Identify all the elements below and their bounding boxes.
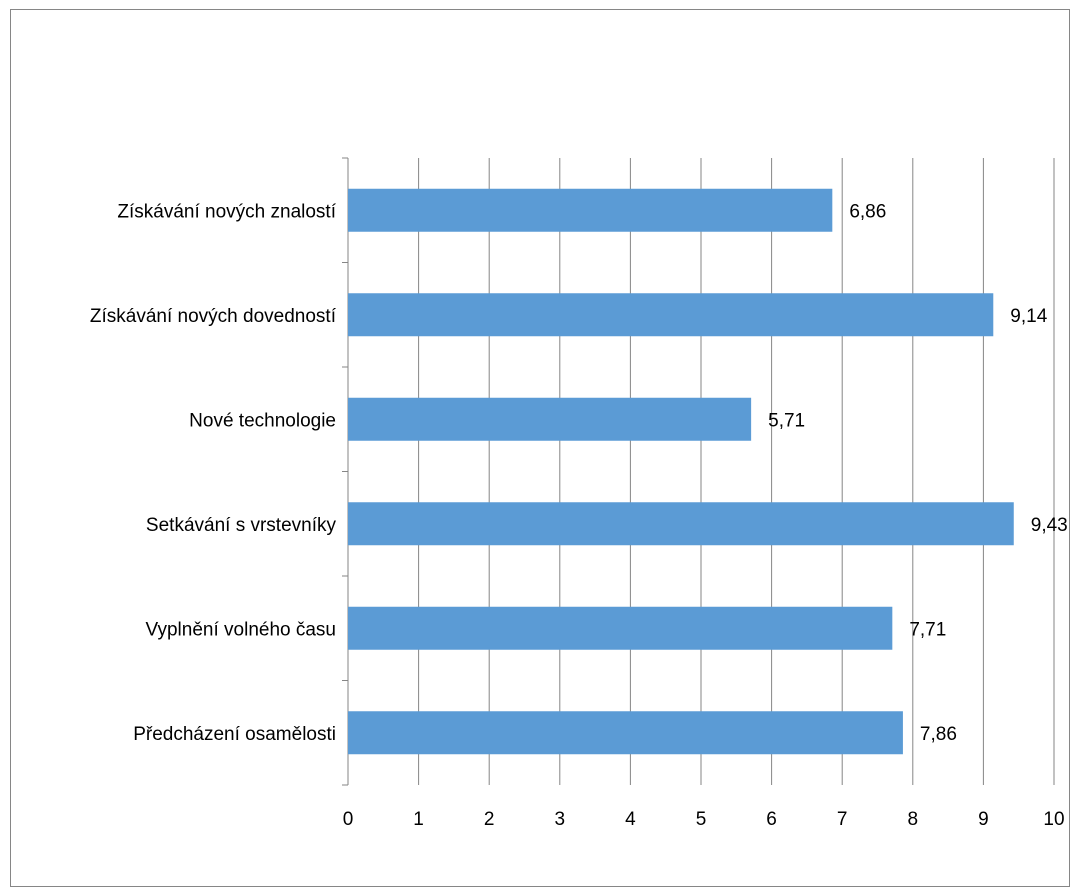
x-tick-label: 8: [908, 809, 919, 830]
category-label: Předcházení osamělosti: [133, 724, 336, 745]
bar: [348, 188, 833, 232]
category-label: Nové technologie: [189, 410, 336, 431]
category-labels: Získávání nových znalostí Získávání novýc…: [90, 201, 337, 745]
x-tick-label: 3: [555, 809, 566, 830]
category-label: Získávání nových dovedností: [90, 306, 337, 327]
x-tick-label: 0: [343, 809, 354, 830]
x-tick-label: 5: [696, 809, 707, 830]
x-tick-label: 1: [413, 809, 424, 830]
data-labels: 6,86 9,14 5,71 9,43 7,71 7,86: [768, 201, 1068, 745]
data-label: 7,86: [920, 724, 957, 745]
data-label: 9,14: [1010, 306, 1047, 327]
bars: [348, 188, 1014, 755]
category-label: Vyplnění volného času: [146, 619, 336, 640]
bar: [348, 606, 893, 650]
data-label: 6,86: [849, 201, 886, 222]
category-label: Setkávání s vrstevníky: [146, 515, 337, 536]
category-label: Získávání nových znalostí: [117, 201, 336, 222]
gridlines: [342, 157, 1055, 786]
x-tick-label: 2: [484, 809, 495, 830]
data-label: 9,43: [1031, 515, 1068, 536]
x-tick-label: 6: [766, 809, 777, 830]
bar: [348, 293, 994, 337]
bar: [348, 397, 752, 441]
x-tick-labels: 0 1 2 3 4 5 6 7 8 9 10: [343, 809, 1065, 830]
bar: [348, 502, 1014, 546]
x-tick-label: 4: [625, 809, 636, 830]
data-label: 5,71: [768, 410, 805, 431]
x-tick-label: 10: [1043, 809, 1064, 830]
x-tick-label: 9: [978, 809, 989, 830]
data-label: 7,71: [909, 619, 946, 640]
bar: [348, 711, 903, 755]
x-tick-label: 7: [837, 809, 848, 830]
